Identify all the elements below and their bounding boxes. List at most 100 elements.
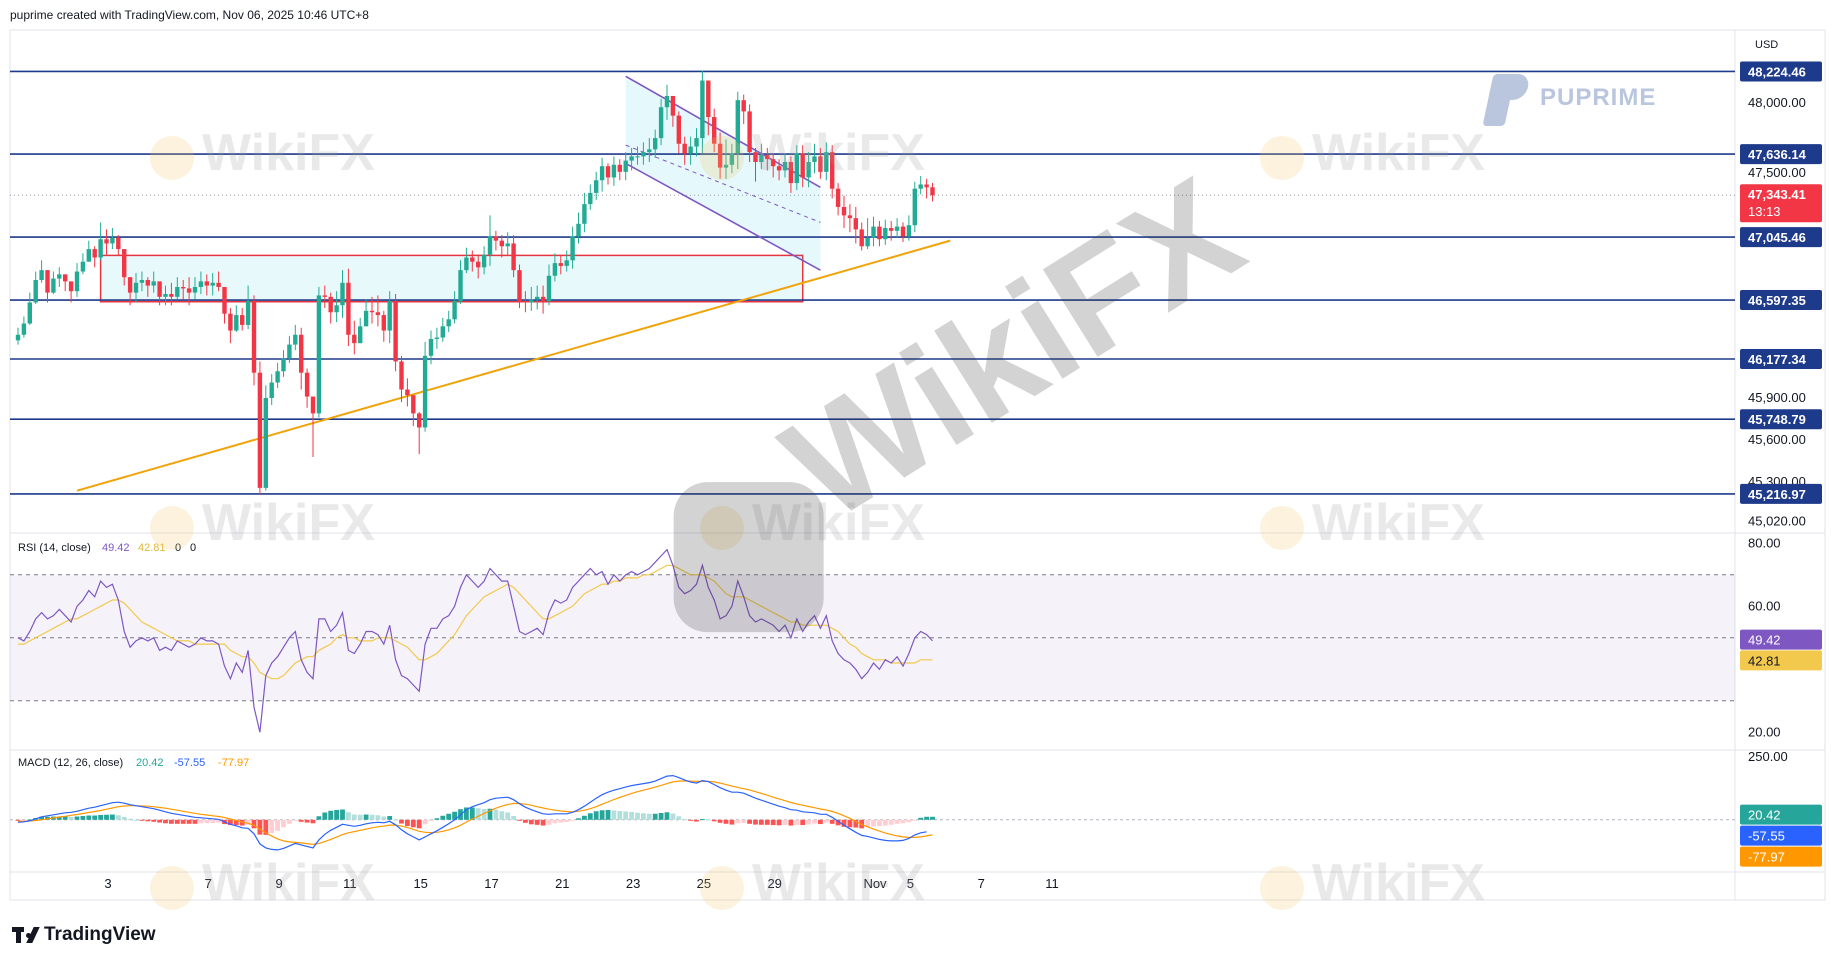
- rsi-extra-value: 0: [190, 542, 196, 554]
- candle-body: [287, 344, 292, 359]
- candle-body: [399, 361, 404, 390]
- macd-histogram-bar: [835, 819, 841, 826]
- macd-histogram-bar: [823, 819, 829, 823]
- candle-body: [181, 287, 186, 289]
- candle-body: [658, 107, 664, 139]
- macd-histogram-bar: [729, 819, 735, 825]
- candle-body: [45, 270, 50, 293]
- macd-histogram-bar: [487, 808, 493, 820]
- rsi-value: 49.42: [102, 542, 130, 554]
- candle-body: [588, 192, 593, 205]
- candle-body: [269, 382, 274, 398]
- macd-signal-last-label: -77.97: [1748, 850, 1785, 865]
- candle-body: [776, 166, 782, 171]
- rsi-band-fill: [10, 574, 1735, 701]
- wikifx-watermark-text: WikiFX: [202, 854, 375, 912]
- price-tick-label: 48,000.00: [1748, 95, 1806, 110]
- candle-body: [912, 188, 917, 226]
- candle-body: [930, 187, 935, 196]
- macd-histogram-bar: [605, 809, 611, 820]
- wikifx-watermark: WikiFX: [1260, 494, 1485, 552]
- macd-histogram-bar: [871, 819, 876, 827]
- macd-histogram-bar: [169, 819, 174, 824]
- macd-histogram-bar: [475, 808, 481, 820]
- candle-body: [694, 138, 699, 147]
- candle-body: [381, 315, 386, 331]
- macd-histogram-bar: [481, 808, 487, 820]
- macd-histogram-bar: [894, 819, 900, 824]
- candle-body: [322, 295, 327, 297]
- candle-body: [281, 358, 286, 372]
- candle-body: [700, 80, 705, 139]
- macd-histogram-bar: [676, 816, 682, 820]
- macd-title: MACD (12, 26, close): [18, 757, 123, 769]
- candle-body: [440, 326, 445, 338]
- macd-last-box: [1740, 825, 1822, 846]
- macd-histogram-bar: [163, 819, 168, 824]
- macd-histogram-bar: [363, 814, 369, 820]
- candle-body: [623, 160, 628, 172]
- macd-histogram-bar: [747, 819, 752, 824]
- wikifx-watermark-icon: [150, 136, 194, 180]
- candle-body: [275, 371, 280, 383]
- macd-histogram-bar: [764, 819, 770, 825]
- macd-histogram-bar: [593, 811, 599, 820]
- wikifx-watermark-icon: [1260, 866, 1304, 910]
- macd-histogram-bar: [139, 819, 145, 821]
- macd-histogram-bar: [888, 819, 894, 825]
- macd-histogram-bar: [759, 819, 764, 825]
- candle-body: [110, 237, 115, 244]
- macd-histogram-bar: [464, 807, 469, 820]
- macd-line: [17, 774, 927, 851]
- candle-body: [458, 270, 463, 302]
- level-label-box: [1740, 409, 1822, 430]
- macd-histogram-bar: [818, 819, 823, 825]
- macd-histogram-bar: [918, 817, 924, 820]
- wikifx-watermark: WikiFX: [150, 854, 375, 912]
- candle-body: [540, 296, 546, 302]
- candle-body: [712, 117, 717, 144]
- time-tick-label: 11: [343, 876, 357, 891]
- macd-histogram-bar: [930, 816, 935, 820]
- wikifx-watermark-text: WikiFX: [1312, 124, 1485, 182]
- macd-histogram-bar: [782, 819, 788, 826]
- candle-body: [316, 295, 322, 414]
- price-tick-label: 45,600.00: [1748, 432, 1806, 447]
- candle-body: [771, 159, 776, 167]
- price-tick-label: 47,500.00: [1748, 165, 1806, 180]
- macd-histogram-bar: [340, 809, 345, 820]
- wikifx-watermark: WikiFX: [1260, 124, 1485, 182]
- candle-body: [151, 281, 156, 286]
- macd-signal-line: [18, 780, 933, 846]
- macd-histogram-bar: [440, 815, 446, 820]
- macd-value: -57.55: [174, 757, 205, 769]
- macd-histogram-bar: [104, 814, 109, 820]
- puprime-mark-icon: [1482, 70, 1530, 126]
- candle-body: [918, 184, 923, 189]
- candle-body: [186, 288, 192, 293]
- macd-histogram-bar: [912, 819, 918, 821]
- candle-body: [558, 263, 563, 266]
- channel-lower-line: [625, 162, 821, 271]
- candle-body: [629, 156, 634, 161]
- candle-countdown: 13:13: [1748, 204, 1781, 219]
- candle-body: [924, 184, 929, 188]
- candle-body: [263, 397, 268, 488]
- candle-body: [529, 299, 534, 303]
- macd-histogram-bar: [853, 819, 859, 828]
- macd-histogram-bar: [776, 819, 782, 826]
- macd-histogram-bar: [127, 818, 133, 820]
- macd-hist-value: 20.42: [136, 757, 164, 769]
- candle-body: [481, 254, 487, 268]
- macd-histogram-bar: [115, 815, 121, 820]
- macd-histogram-bar: [882, 819, 888, 826]
- candle-body: [594, 180, 599, 193]
- candle-body: [251, 301, 257, 373]
- tradingview-logo[interactable]: TradingView: [12, 924, 156, 946]
- wikifx-watermark-text: WikiFX: [202, 124, 375, 182]
- macd-histogram-bar: [92, 815, 98, 820]
- macd-histogram-bar: [924, 816, 929, 820]
- channel-fill: [625, 76, 821, 271]
- macd-histogram-bar: [422, 819, 428, 825]
